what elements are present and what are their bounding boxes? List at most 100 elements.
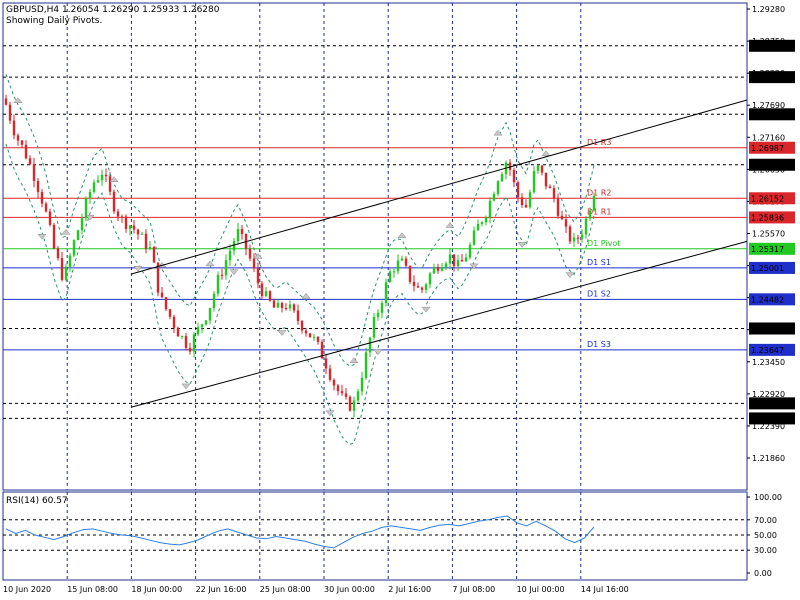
fractal-down-icon [517,242,527,248]
price-tag [749,71,795,84]
candle-bull [196,327,200,335]
candle-bull [232,241,236,251]
candle-bear [60,258,64,280]
candle-bear [172,316,176,328]
fractal-down-icon [133,266,143,272]
candle-bear [524,205,528,208]
candle-bear [416,286,420,288]
price-tag [749,412,795,425]
candle-bear [240,229,244,234]
channel-lower-line [131,240,748,408]
price-tag-label: 1.24482 [751,295,784,304]
x-axis-label: 10 Jun 2020 [3,585,51,594]
price-tag-label: 1.22514 [751,414,784,423]
fractal-down-icon [85,214,95,221]
candle-bull [212,293,216,309]
candle-bull [216,274,220,294]
candle-bear [268,291,272,301]
candle-bull [88,191,92,199]
price-tag-label: 1.28672 [751,42,784,51]
candle-bear [4,98,8,105]
candle-bear [460,260,464,262]
price-tag [749,158,795,171]
price-tick-label: 1.23450 [752,358,785,367]
pivot-label: D1 S3 [587,340,611,349]
candle-bear [116,211,120,217]
channel-upper-line [131,99,748,275]
price-tag [749,261,795,274]
candle-bear [404,258,408,266]
rsi-label: RSI(14) 60.57 [6,496,68,506]
price-tick-label: 1.25570 [752,230,785,239]
candle-bear [564,219,568,227]
price-tag [749,39,795,52]
candle-bear [156,262,160,293]
candle-bear [220,274,224,276]
candle-bull [456,260,460,267]
candle-bear [328,368,332,380]
fractal-up-icon [13,97,23,103]
candle-bull [388,271,392,283]
candle-bear [48,211,52,225]
candle-bear [32,164,36,181]
lower-envelope [5,143,595,445]
candle-bear [540,165,544,173]
candle-bull [532,170,536,193]
candle-bear [292,304,296,311]
fractal-up-icon [61,228,71,235]
candle-bull [204,320,208,325]
candle-bull [468,244,472,258]
fractal-down-icon [181,383,191,390]
price-tag-label: 1.25001 [751,264,784,273]
pivot-label: D1 R2 [587,188,611,197]
candle-bear [24,144,28,159]
candle-bear [168,309,172,317]
fractal-down-icon [421,306,431,313]
price-tick-label: 1.27160 [752,133,785,142]
candle-bull [200,324,204,328]
candle-bull [148,246,152,249]
candle-bear [52,224,56,249]
candle-bull [488,200,492,218]
candle-bear [296,310,300,322]
candle-bull [428,273,432,285]
candle-bull [580,234,584,239]
candle-bull [76,230,80,241]
x-axis-label: 18 Jun 00:00 [131,585,182,594]
price-tag [749,293,795,306]
candle-bull [448,254,452,264]
x-axis-label: 14 Jul 16:00 [581,585,629,594]
candle-bull [432,267,436,274]
candle-bull [368,337,372,353]
price-tick-label: 1.22390 [752,422,785,431]
candle-bear [300,321,304,331]
candle-bear [272,300,276,308]
candle-bear [344,393,348,397]
candle-bull [180,336,184,338]
candle-bear [260,283,264,297]
candle-bull [376,312,380,318]
upper-envelope [5,74,595,367]
pivot-label: D1 Pivot [587,239,620,248]
rsi-tick-label: 70.00 [754,516,777,525]
price-tag-label: 1.27540 [751,110,784,119]
candle-bull [536,165,540,171]
price-tag-label: 1.25317 [751,245,784,254]
pivot-label: D1 S1 [587,258,611,267]
candle-bear [160,292,164,298]
candle-bull [392,271,396,273]
candle-bear [548,186,552,189]
candle-bull [96,180,100,183]
candle-bull [380,303,384,313]
candle-bear [336,385,340,392]
candle-bull [400,258,404,261]
candle-bull [424,284,428,290]
pivot-label: D1 S2 [587,289,611,298]
x-axis-label: 2 Jul 16:00 [388,585,431,594]
fractal-up-icon [205,260,215,267]
candle-bear [304,330,308,334]
candle-bear [320,341,324,359]
candle-bull [592,195,596,211]
fractal-up-icon [109,176,119,182]
price-tag-label: 1.26152 [751,194,784,203]
